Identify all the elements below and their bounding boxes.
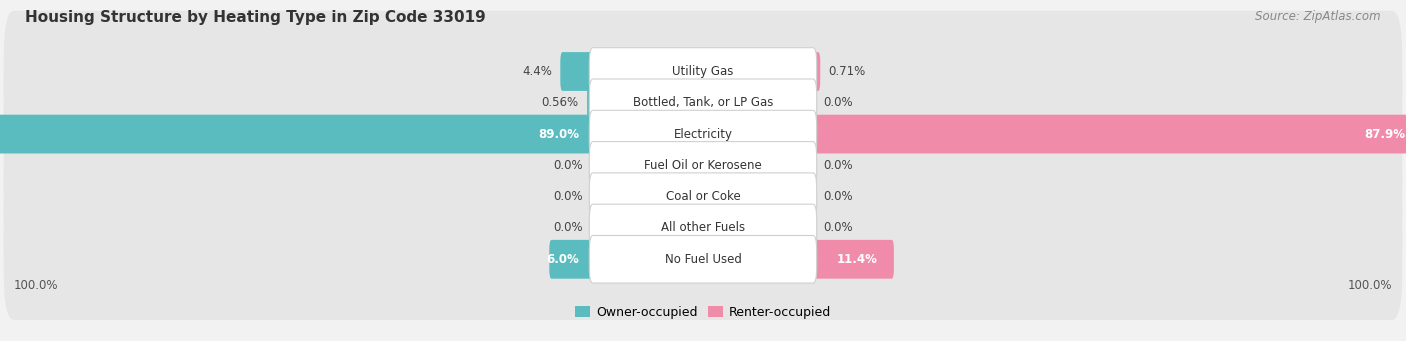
FancyBboxPatch shape xyxy=(561,52,595,91)
Text: Electricity: Electricity xyxy=(673,128,733,140)
FancyBboxPatch shape xyxy=(550,240,595,279)
Text: 100.0%: 100.0% xyxy=(1347,279,1392,292)
FancyBboxPatch shape xyxy=(4,42,1402,163)
Text: All other Fuels: All other Fuels xyxy=(661,222,745,235)
Text: 0.0%: 0.0% xyxy=(824,159,853,172)
FancyBboxPatch shape xyxy=(589,79,817,127)
Text: Housing Structure by Heating Type in Zip Code 33019: Housing Structure by Heating Type in Zip… xyxy=(25,10,486,25)
FancyBboxPatch shape xyxy=(589,236,817,283)
Text: 89.0%: 89.0% xyxy=(538,128,579,140)
Legend: Owner-occupied, Renter-occupied: Owner-occupied, Renter-occupied xyxy=(569,301,837,324)
FancyBboxPatch shape xyxy=(4,167,1402,289)
FancyBboxPatch shape xyxy=(811,240,894,279)
Text: 0.0%: 0.0% xyxy=(824,96,853,109)
Text: Utility Gas: Utility Gas xyxy=(672,65,734,78)
Text: 0.0%: 0.0% xyxy=(824,190,853,203)
FancyBboxPatch shape xyxy=(588,85,595,121)
Text: 100.0%: 100.0% xyxy=(14,279,59,292)
Text: Coal or Coke: Coal or Coke xyxy=(665,190,741,203)
Text: 0.0%: 0.0% xyxy=(824,222,853,235)
FancyBboxPatch shape xyxy=(589,173,817,221)
Text: Source: ZipAtlas.com: Source: ZipAtlas.com xyxy=(1256,10,1381,23)
Text: 0.0%: 0.0% xyxy=(553,222,582,235)
Text: 4.4%: 4.4% xyxy=(522,65,553,78)
FancyBboxPatch shape xyxy=(4,136,1402,257)
Text: 6.0%: 6.0% xyxy=(547,253,579,266)
FancyBboxPatch shape xyxy=(811,52,820,91)
FancyBboxPatch shape xyxy=(4,105,1402,226)
FancyBboxPatch shape xyxy=(589,142,817,189)
Text: 0.0%: 0.0% xyxy=(553,159,582,172)
Text: 11.4%: 11.4% xyxy=(837,253,877,266)
FancyBboxPatch shape xyxy=(811,115,1406,153)
Text: 0.71%: 0.71% xyxy=(828,65,866,78)
Text: No Fuel Used: No Fuel Used xyxy=(665,253,741,266)
FancyBboxPatch shape xyxy=(4,198,1402,320)
Text: Bottled, Tank, or LP Gas: Bottled, Tank, or LP Gas xyxy=(633,96,773,109)
FancyBboxPatch shape xyxy=(4,73,1402,195)
FancyBboxPatch shape xyxy=(589,204,817,252)
FancyBboxPatch shape xyxy=(589,110,817,158)
Text: 0.56%: 0.56% xyxy=(541,96,579,109)
FancyBboxPatch shape xyxy=(0,115,595,153)
FancyBboxPatch shape xyxy=(4,11,1402,132)
Text: Fuel Oil or Kerosene: Fuel Oil or Kerosene xyxy=(644,159,762,172)
FancyBboxPatch shape xyxy=(589,48,817,95)
Text: 87.9%: 87.9% xyxy=(1364,128,1405,140)
Text: 0.0%: 0.0% xyxy=(553,190,582,203)
